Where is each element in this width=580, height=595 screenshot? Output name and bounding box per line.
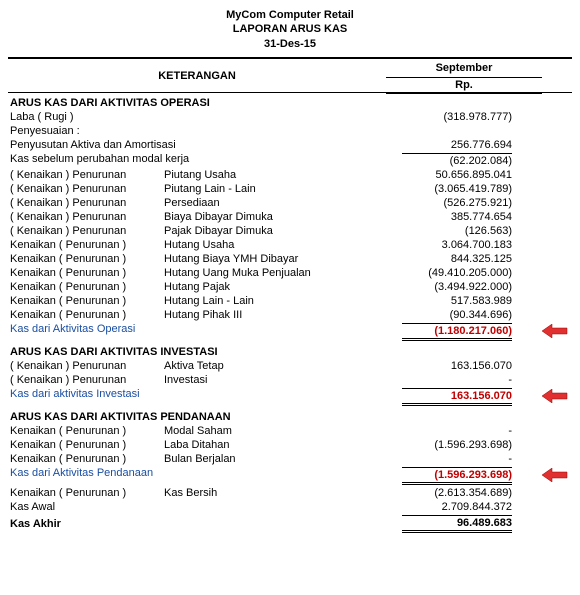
row-value: 163.156.070 xyxy=(386,359,542,373)
row-c2: Modal Saham xyxy=(162,424,386,438)
kas-bersih-v: (2.613.354.689) xyxy=(386,486,542,500)
kas-sebelum-label: Kas sebelum perubahan modal kerja xyxy=(8,152,386,168)
col-currency: Rp. xyxy=(386,77,542,93)
row-c2: Bulan Berjalan xyxy=(162,452,386,466)
row-value: (3.065.419.789) xyxy=(386,182,542,196)
section-investasi: ARUS KAS DARI AKTIVITAS INVESTASI xyxy=(8,342,386,359)
pendanaan-total-value: (1.596.293.698) xyxy=(386,466,542,486)
row-c1: ( Kenaikan ) Penurunan xyxy=(8,373,162,387)
pendanaan-total-label: Kas dari Aktivitas Pendanaan xyxy=(8,466,386,486)
row-value: (49.410.205.000) xyxy=(386,266,542,280)
kas-awal-v: 2.709.844.372 xyxy=(386,500,542,514)
arrow-icon xyxy=(542,324,568,341)
row-value: - xyxy=(386,373,542,387)
kas-akhir-v: 96.489.683 xyxy=(386,514,542,534)
row-c2: Investasi xyxy=(162,373,386,387)
row-c2: Hutang Uang Muka Penjualan xyxy=(162,266,386,280)
row-value: - xyxy=(386,452,542,466)
row-c2: Hutang Lain - Lain xyxy=(162,294,386,308)
row-value: 3.064.700.183 xyxy=(386,238,542,252)
penyusutan-value: 256.776.694 xyxy=(386,138,542,152)
row-c2: Hutang Pihak III xyxy=(162,308,386,322)
operasi-total-label: Kas dari Aktivitas Operasi xyxy=(8,322,386,342)
cashflow-table: KETERANGAN September Rp. ARUS KAS DARI A… xyxy=(8,57,572,535)
kas-bersih-c2: Kas Bersih xyxy=(162,486,386,500)
row-value: 517.583.989 xyxy=(386,294,542,308)
row-c1: Kenaikan ( Penurunan ) xyxy=(8,438,162,452)
penyusutan-label: Penyusutan Aktiva dan Amortisasi xyxy=(8,138,386,152)
section-operasi: ARUS KAS DARI AKTIVITAS OPERASI xyxy=(8,93,386,111)
report-title: LAPORAN ARUS KAS xyxy=(8,22,572,36)
row-c1: ( Kenaikan ) Penurunan xyxy=(8,224,162,238)
row-c2: Aktiva Tetap xyxy=(162,359,386,373)
col-period: September xyxy=(386,58,542,78)
row-c1: ( Kenaikan ) Penurunan xyxy=(8,182,162,196)
row-c1: Kenaikan ( Penurunan ) xyxy=(8,266,162,280)
row-c1: ( Kenaikan ) Penurunan xyxy=(8,196,162,210)
row-c2: Hutang Pajak xyxy=(162,280,386,294)
row-value: 50.656.895.041 xyxy=(386,168,542,182)
operasi-total-value: (1.180.217.060) xyxy=(386,322,542,342)
row-c2: Laba Ditahan xyxy=(162,438,386,452)
row-c2: Pajak Dibayar Dimuka xyxy=(162,224,386,238)
col-desc: KETERANGAN xyxy=(8,58,386,93)
row-value: 385.774.654 xyxy=(386,210,542,224)
row-c2: Hutang Biaya YMH Dibayar xyxy=(162,252,386,266)
kas-sebelum-value: (62.202.084) xyxy=(386,152,542,168)
row-c2: Piutang Lain - Lain xyxy=(162,182,386,196)
report-header: MyCom Computer Retail LAPORAN ARUS KAS 3… xyxy=(8,8,572,51)
laba-value: (318.978.777) xyxy=(386,110,542,124)
row-c1: Kenaikan ( Penurunan ) xyxy=(8,280,162,294)
row-c2: Biaya Dibayar Dimuka xyxy=(162,210,386,224)
section-pendanaan: ARUS KAS DARI AKTIVITAS PENDANAAN xyxy=(8,407,386,424)
row-value: (126.563) xyxy=(386,224,542,238)
row-value: (3.494.922.000) xyxy=(386,280,542,294)
row-value: (1.596.293.698) xyxy=(386,438,542,452)
kas-bersih-c1: Kenaikan ( Penurunan ) xyxy=(8,486,162,500)
company-name: MyCom Computer Retail xyxy=(8,8,572,22)
row-value: (526.275.921) xyxy=(386,196,542,210)
kas-awal-label: Kas Awal xyxy=(8,500,386,514)
investasi-total-label: Kas dari aktivitas Investasi xyxy=(8,387,386,407)
row-c2: Persediaan xyxy=(162,196,386,210)
row-c2: Piutang Usaha xyxy=(162,168,386,182)
row-c1: Kenaikan ( Penurunan ) xyxy=(8,294,162,308)
row-c1: ( Kenaikan ) Penurunan xyxy=(8,359,162,373)
arrow-icon xyxy=(542,389,568,406)
row-c1: Kenaikan ( Penurunan ) xyxy=(8,252,162,266)
row-c1: Kenaikan ( Penurunan ) xyxy=(8,238,162,252)
report-date: 31-Des-15 xyxy=(8,37,572,51)
row-c1: ( Kenaikan ) Penurunan xyxy=(8,168,162,182)
row-c1: Kenaikan ( Penurunan ) xyxy=(8,308,162,322)
row-value: (90.344.696) xyxy=(386,308,542,322)
row-c1: Kenaikan ( Penurunan ) xyxy=(8,452,162,466)
row-c1: ( Kenaikan ) Penurunan xyxy=(8,210,162,224)
laba-label: Laba ( Rugi ) xyxy=(8,110,386,124)
row-c1: Kenaikan ( Penurunan ) xyxy=(8,424,162,438)
kas-akhir-label: Kas Akhir xyxy=(8,514,386,534)
investasi-total-value: 163.156.070 xyxy=(386,387,542,407)
row-c2: Hutang Usaha xyxy=(162,238,386,252)
row-value: 844.325.125 xyxy=(386,252,542,266)
penyesuaian-label: Penyesuaian : xyxy=(8,124,386,138)
row-value: - xyxy=(386,424,542,438)
arrow-icon xyxy=(542,468,568,485)
